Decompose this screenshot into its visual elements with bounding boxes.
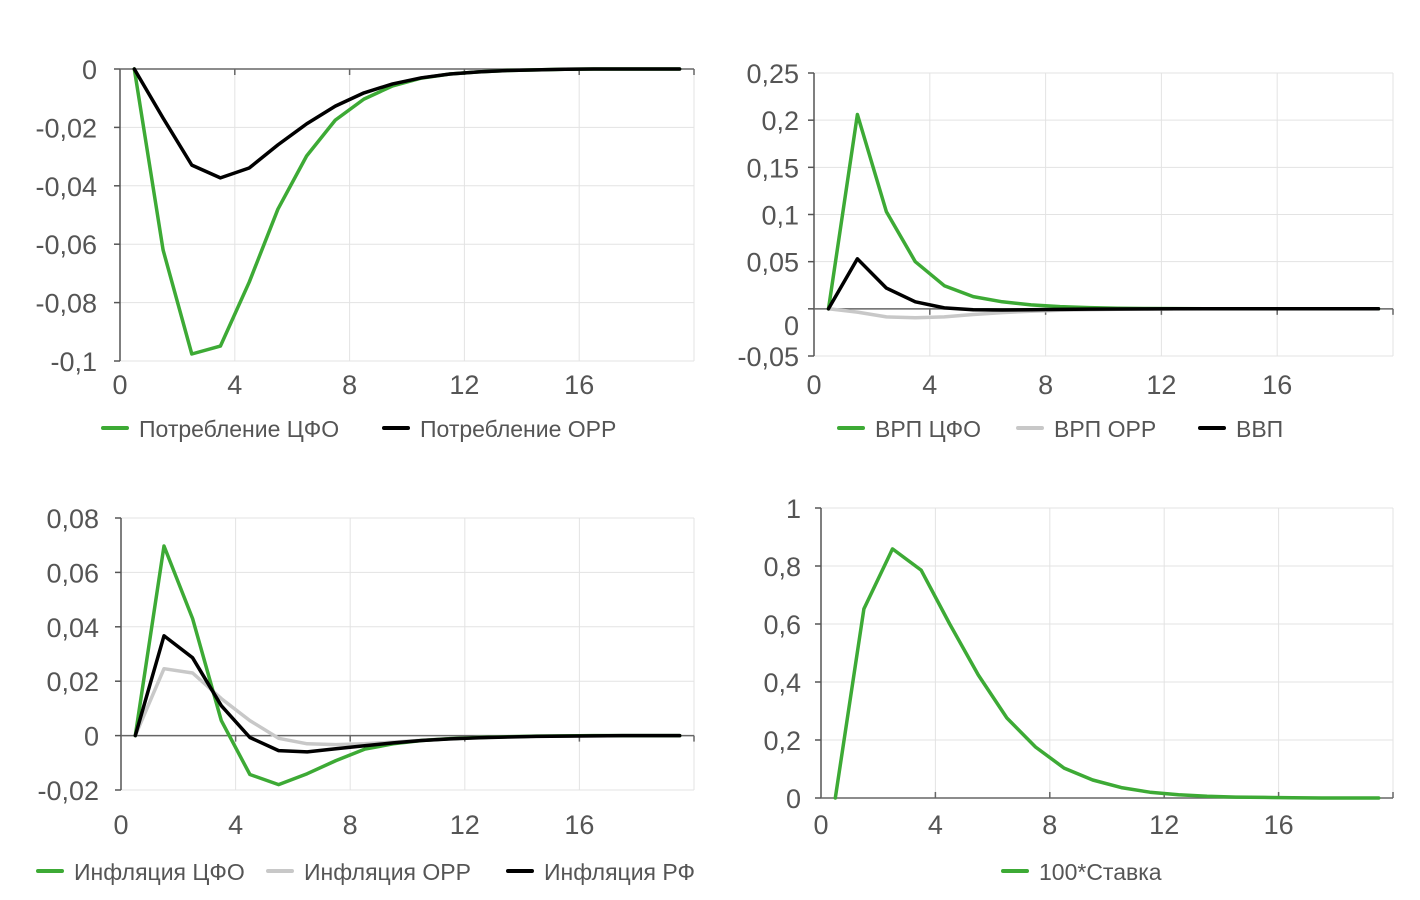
x-tick-label: 12	[449, 370, 479, 400]
x-tick-label: 8	[343, 810, 358, 840]
y-tick-label: 0,02	[46, 667, 99, 697]
y-tick-label: -0,05	[737, 342, 799, 372]
y-tick-label: 0,15	[746, 153, 799, 183]
legend-label: Потребление ЦФО	[139, 416, 339, 442]
y-tick-label: 0,4	[763, 668, 801, 698]
y-tick-label: 0,25	[746, 59, 799, 89]
chart-rate: 1 0,8 0,6 0,4 0,2 00 4 8 12 16 100*Ставка	[763, 494, 1394, 885]
x-tick-label: 12	[450, 810, 480, 840]
series-line-ввп	[826, 257, 1381, 312]
y-tick-label: 0	[84, 722, 99, 752]
y-tick-label: -0,04	[35, 172, 97, 202]
x-tick-label: 16	[1264, 810, 1294, 840]
legend-item: 100*Ставка	[1001, 859, 1162, 885]
y-tick-label: -0,06	[35, 230, 97, 260]
legend-label: Инфляция ОРР	[304, 859, 471, 885]
series-line-инфляция-рф	[133, 634, 682, 754]
x-tick-label: 16	[564, 810, 594, 840]
y-tick-label: 0,2	[763, 726, 801, 756]
legend-item: ВВП	[1198, 416, 1283, 442]
legend-item: ВРП ЦФО	[837, 416, 981, 442]
series-line-100-ставка	[833, 547, 1381, 800]
x-tick-label: 4	[922, 370, 937, 400]
x-tick-label: 4	[228, 810, 243, 840]
x-tick-label: 16	[1262, 370, 1292, 400]
x-tick-label: 0	[113, 810, 128, 840]
y-tick-label: 0,8	[763, 552, 801, 582]
y-tick-label: 1	[786, 494, 801, 524]
y-tick-label: 0,04	[46, 613, 99, 643]
x-tick-label: 8	[1042, 810, 1057, 840]
legend-label: Инфляция РФ	[544, 859, 695, 885]
series-line-врп-цфо	[826, 112, 1381, 311]
series-line-инфляция-цфо	[133, 544, 682, 787]
chart-consumption: 0 -0,02 -0,04 -0,06 -0,08 -0,1 0 4 8 12 16 Потребле…	[35, 55, 695, 442]
x-tick-label: 0	[112, 370, 127, 400]
x-tick-label: 4	[928, 810, 943, 840]
y-tick-label: 0,06	[46, 558, 99, 588]
legend-item: Инфляция ОРР	[266, 859, 471, 885]
y-tick-label: -0,08	[35, 289, 97, 319]
x-tick-label: 8	[342, 370, 357, 400]
x-tick-label: 12	[1149, 810, 1179, 840]
x-tick-label: 0	[813, 810, 828, 840]
legend-item: Инфляция РФ	[506, 859, 695, 885]
y-tick-label: 0,1	[761, 201, 799, 231]
x-tick-label: 12	[1146, 370, 1176, 400]
y-tick-label: 0,2	[761, 106, 799, 136]
y-tick-label: 0,05	[746, 248, 799, 278]
y-tick-label: 0,6	[763, 610, 801, 640]
series-line-потребление-орр	[132, 67, 682, 180]
legend-item: ВРП ОРР	[1016, 416, 1156, 442]
y-tick-label: -0,02	[35, 113, 97, 143]
chart-grp: 0,25 0,2 0,15 0,1 0,05 0-0,050 4 8 12 16 ВРП ЦФО ВР…	[737, 59, 1394, 442]
x-tick-label: 0	[806, 370, 821, 400]
y-tick-label: -0,02	[37, 776, 99, 806]
legend-label: ВРП ЦФО	[875, 416, 981, 442]
legend-label: 100*Ставка	[1039, 859, 1162, 885]
series-line-потребление-цфо	[132, 67, 682, 356]
legend-label: ВРП ОРР	[1054, 416, 1156, 442]
x-tick-label: 8	[1038, 370, 1053, 400]
legend-label: Инфляция ЦФО	[74, 859, 245, 885]
legend-item: Инфляция ЦФО	[36, 859, 245, 885]
legend-label: ВВП	[1236, 416, 1283, 442]
y-tick-label: -0,1	[50, 347, 97, 377]
y-tick-label: 0	[784, 311, 799, 341]
y-tick-label: 0	[82, 55, 97, 85]
y-tick-label: 0	[786, 784, 801, 814]
x-tick-label: 16	[564, 370, 594, 400]
legend-label: Потребление ОРР	[420, 416, 616, 442]
legend-item: Потребление ЦФО	[101, 416, 339, 442]
legend-item: Потребление ОРР	[382, 416, 616, 442]
y-tick-label: 0,08	[46, 504, 99, 534]
chart-inflation: 0,08 0,06 0,04 0,02 0 -0,02 0 4 8 12 16 Инфляция ЦФ…	[36, 504, 695, 885]
x-tick-label: 4	[227, 370, 242, 400]
